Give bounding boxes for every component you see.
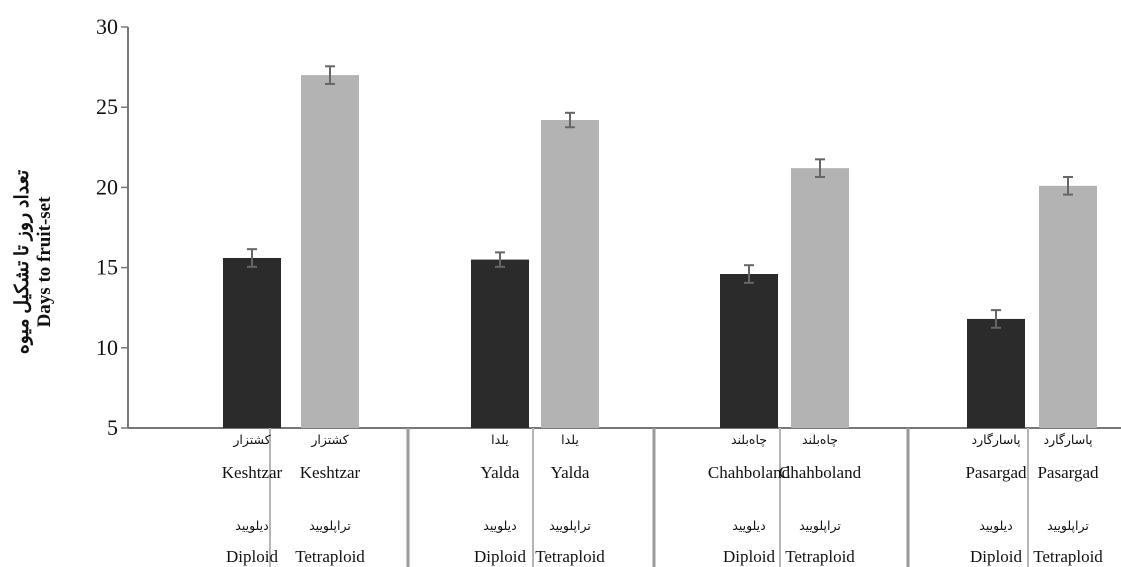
category-ploidy-en: Diploid xyxy=(474,547,526,566)
bar xyxy=(1039,185,1097,428)
y-tick-label: 10 xyxy=(96,335,118,360)
category-ploidy-en: Diploid xyxy=(723,547,775,566)
category-variety-en: Yalda xyxy=(551,463,590,482)
bar xyxy=(791,168,849,429)
category-ploidy-fa: دیلویید xyxy=(483,518,516,534)
category-ploidy-en: Tetraploid xyxy=(1033,547,1103,566)
category-ploidy-fa: تراپلویید xyxy=(1047,518,1089,534)
y-tick-label: 15 xyxy=(96,255,118,280)
category-variety-en: Keshtzar xyxy=(222,463,283,482)
axes xyxy=(127,27,1121,429)
category-variety-fa: چاه‌بلند xyxy=(731,432,767,447)
y-axis-title-fa: تعداد روز تا تشکیل میوه xyxy=(12,170,33,354)
y-tick-label: 5 xyxy=(107,415,118,440)
bars xyxy=(223,75,1097,429)
category-variety-fa: چاه‌بلند xyxy=(802,432,838,447)
category-labels: کشتزار Keshtzar دیلویید Diploid کشتزار Keshtz… xyxy=(222,428,1103,567)
bar xyxy=(301,75,359,429)
category-variety-fa: یلدا xyxy=(561,432,579,447)
category-variety-fa: پاسارگارد xyxy=(1044,432,1093,448)
bar xyxy=(720,274,778,428)
category-ploidy-en: Tetraploid xyxy=(785,547,855,566)
category-ploidy-fa: دیلویید xyxy=(979,518,1012,534)
category-ploidy-fa: تراپلویید xyxy=(309,518,351,534)
category-ploidy-en: Diploid xyxy=(226,547,278,566)
category-ploidy-en: Tetraploid xyxy=(535,547,605,566)
y-tick-label: 20 xyxy=(96,174,118,199)
bar xyxy=(967,318,1025,428)
category-ploidy-en: Tetraploid xyxy=(295,547,365,566)
category-ploidy-fa: دیلویید xyxy=(732,518,765,534)
bar xyxy=(223,257,281,428)
category-variety-fa: کشتزار xyxy=(232,432,270,448)
category-ploidy-fa: تراپلویید xyxy=(799,518,841,534)
category-variety-en: Chahboland xyxy=(779,463,862,482)
category-variety-fa: پاسارگارد xyxy=(972,432,1021,448)
y-axis-title-en: Days to fruit-set xyxy=(34,196,55,328)
error-bars xyxy=(247,65,1073,329)
category-variety-en: Yalda xyxy=(481,463,520,482)
bar xyxy=(471,259,529,428)
category-variety-fa: کشتزار xyxy=(310,432,348,448)
category-variety-fa: یلدا xyxy=(491,432,509,447)
y-tick-label: 25 xyxy=(96,94,118,119)
y-ticks: 5 10 15 20 25 30 xyxy=(96,14,128,440)
category-variety-en: Pasargad xyxy=(965,463,1027,482)
category-variety-en: Chahboland xyxy=(708,463,791,482)
bar xyxy=(541,120,599,429)
category-ploidy-en: Diploid xyxy=(970,547,1022,566)
category-variety-en: Pasargad xyxy=(1037,463,1099,482)
y-tick-label: 30 xyxy=(96,14,118,39)
category-ploidy-fa: دیلویید xyxy=(235,518,268,534)
category-variety-en: Keshtzar xyxy=(300,463,361,482)
category-ploidy-fa: تراپلویید xyxy=(549,518,591,534)
y-axis-title: تعداد روز تا تشکیل میوه Days to fruit-se… xyxy=(12,170,55,354)
